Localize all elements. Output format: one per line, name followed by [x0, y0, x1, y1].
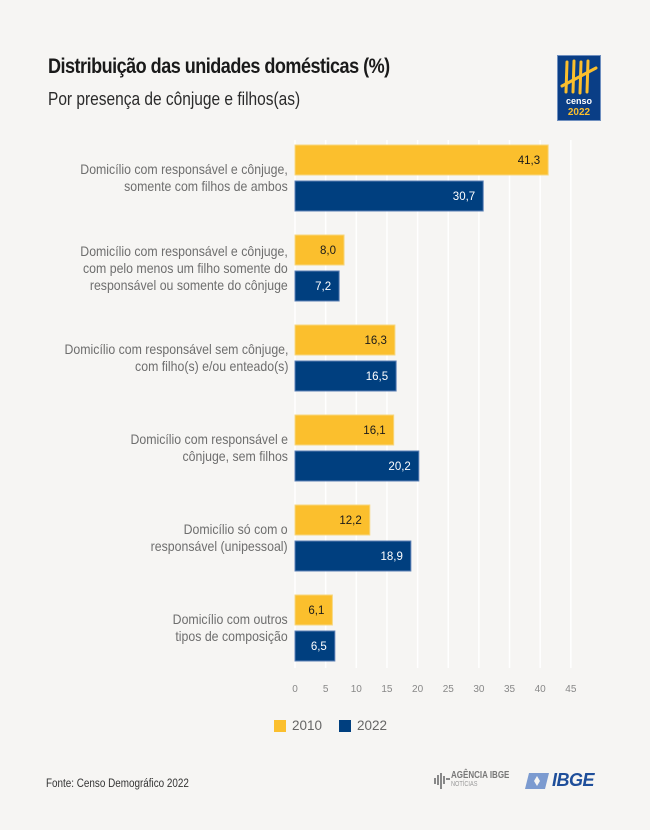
category-label-line: com filho(s) e/ou enteado(s) — [134, 358, 288, 374]
bar-2022 — [294, 270, 340, 302]
category-label-line: Domicílio com responsável e cônjuge, — [80, 161, 288, 177]
x-tick-label: 0 — [292, 684, 298, 695]
category-label-line: Domicílio com responsável sem cônjuge, — [64, 341, 288, 357]
bar-value-label: 16,1 — [363, 425, 385, 437]
x-tick-label: 45 — [565, 684, 577, 695]
bar-2022 — [294, 180, 484, 212]
x-tick-label: 40 — [535, 684, 547, 695]
ibge-icon — [525, 772, 549, 789]
bar-2010 — [294, 234, 345, 266]
legend-label-2022: 2022 — [357, 718, 388, 733]
x-tick-label: 35 — [504, 684, 516, 695]
bar-2022 — [294, 360, 397, 392]
category-label: Domicílio só com o responsável (unipessoa… — [151, 521, 288, 555]
x-tick-label: 10 — [351, 684, 363, 695]
bar-chart: 0 5 10 15 20 25 30 35 40 45 41,3 30,7 8,0 7,2 16,3 16,5… — [292, 140, 577, 695]
bar-value-label: 6,5 — [311, 641, 327, 653]
legend-item-2010: 2010 — [274, 718, 322, 733]
bar-value-label: 30,7 — [453, 191, 475, 203]
category-label: Domicílio com responsável e cônjuge, com … — [81, 243, 288, 294]
bar-2010 — [294, 504, 371, 536]
category-label-line: cônjuge, sem filhos — [182, 448, 288, 464]
category-label-line: responsável (unipessoal) — [151, 538, 288, 554]
category-label-line: com pelo menos um filho somente do — [83, 259, 288, 276]
bar-value-label: 8,0 — [320, 245, 336, 257]
bar-value-label: 20,2 — [388, 461, 410, 473]
bar-2010 — [294, 324, 396, 356]
x-tick-label: 15 — [381, 684, 393, 695]
category-label-line: Domicílio com responsável e cônjuge, — [80, 242, 288, 259]
agencia-subtitle: NOTÍCIAS — [451, 781, 478, 788]
x-tick-label: 5 — [323, 684, 329, 695]
chart-subtitle: Por presença de cônjuge e filhos(as) — [48, 89, 301, 109]
x-tick-label: 30 — [473, 684, 485, 695]
source-note: Fonte: Censo Demográfico 2022 — [46, 778, 189, 790]
category-label-line: Domicílio só com o — [183, 521, 288, 537]
ibge-wordmark: IBGE — [552, 770, 595, 790]
agencia-title: AGÊNCIA IBGE — [451, 770, 510, 781]
x-tick-label: 25 — [443, 684, 455, 695]
category-label: Domicílio com responsável e cônjuge, some… — [81, 161, 288, 195]
bar-value-label: 18,9 — [380, 551, 402, 563]
bar-value-label: 12,2 — [339, 515, 361, 527]
chart-title: Distribuição das unidades domésticas (%) — [48, 55, 390, 78]
bar-value-label: 6,1 — [308, 605, 324, 617]
category-label-line: Domicílio com outros — [172, 611, 288, 627]
bar-value-label: 7,2 — [315, 281, 331, 293]
logo-censo-text: censo — [566, 96, 593, 106]
legend-swatch-2022 — [339, 719, 351, 732]
agencia-ibge-icon — [434, 773, 450, 789]
legend-swatch-2010 — [274, 719, 286, 732]
x-tick-label: 20 — [412, 684, 424, 695]
bar-2010 — [294, 414, 395, 446]
bar-value-label: 41,3 — [518, 155, 540, 167]
category-label: Domicílio com outros tipos de composição — [173, 611, 288, 645]
category-label-line: Domicílio com responsável e — [130, 431, 288, 447]
legend-item-2022: 2022 — [339, 718, 387, 733]
category-label-line: tipos de composição — [175, 628, 288, 644]
bar-2022 — [294, 630, 336, 662]
category-label-line: responsável ou somente do cônjuge — [90, 276, 288, 293]
category-label: Domicílio com responsável sem cônjuge, co… — [64, 341, 288, 375]
bar-value-label: 16,5 — [366, 371, 388, 383]
bar-2022 — [294, 450, 420, 482]
bar-2022 — [294, 540, 412, 572]
ibge-logo: IBGE — [525, 770, 595, 791]
bar-2010 — [294, 594, 333, 626]
category-label: Domicílio com responsável e cônjuge, sem … — [131, 431, 288, 465]
logo-year-text: 2022 — [568, 107, 591, 118]
category-label-line: somente com filhos de ambos — [124, 178, 289, 194]
legend-label-2010: 2010 — [292, 718, 323, 733]
bar-value-label: 16,3 — [365, 335, 387, 347]
bar-2010 — [294, 144, 549, 176]
agencia-ibge-logo: AGÊNCIA IBGE NOTÍCIAS — [433, 770, 524, 790]
censo-2022-logo: censo 2022 — [557, 55, 601, 121]
